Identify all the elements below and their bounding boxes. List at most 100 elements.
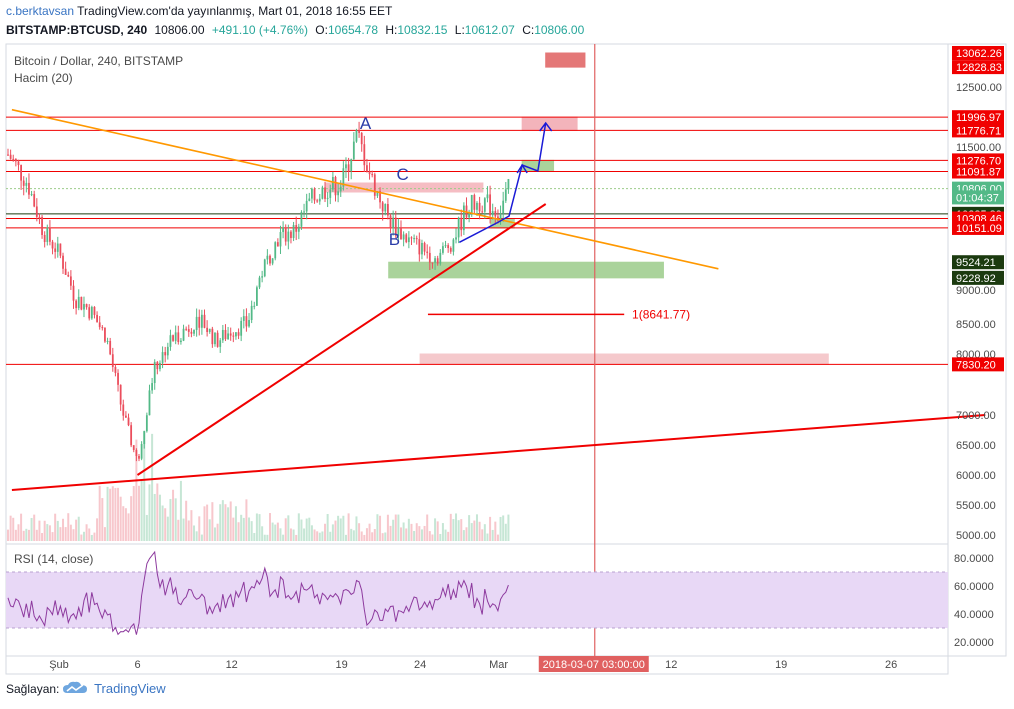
candle xyxy=(62,255,64,269)
candle xyxy=(261,276,264,278)
price-label-box xyxy=(952,357,1004,372)
price-axis[interactable] xyxy=(947,43,1007,657)
time-tick: 6 xyxy=(134,659,140,671)
candle xyxy=(387,204,389,216)
volume-bar xyxy=(352,530,355,541)
candle xyxy=(489,194,491,216)
time-axis[interactable] xyxy=(5,655,949,675)
candle xyxy=(329,189,332,198)
ohlc-line: BITSTAMP:BTCUSD, 240 10806.00 +491.10 (+… xyxy=(6,23,584,37)
cursor-date-box xyxy=(538,656,649,672)
volume-bar xyxy=(242,517,245,541)
volume-bar xyxy=(428,531,431,541)
volume-bar xyxy=(389,525,392,541)
candle xyxy=(156,361,159,370)
candle xyxy=(106,340,109,342)
candle xyxy=(313,188,316,201)
volume-bar xyxy=(114,488,117,541)
volume-bar xyxy=(213,527,216,541)
candle xyxy=(101,327,104,329)
volume-bar xyxy=(38,520,41,541)
footer-brand[interactable]: TradingView xyxy=(94,681,166,696)
volume-bar xyxy=(156,483,159,541)
volume-bar xyxy=(111,486,114,541)
candle xyxy=(14,158,17,162)
volume-bar xyxy=(426,514,429,541)
price-label-box xyxy=(952,220,1004,235)
author-link[interactable]: c.berktavsan xyxy=(6,4,75,18)
ascending-support-line xyxy=(136,203,547,476)
candle xyxy=(455,237,457,240)
candle xyxy=(263,259,266,277)
candle xyxy=(308,198,311,201)
candle xyxy=(324,187,326,199)
price-label: 13062.26 xyxy=(956,48,1002,60)
candle xyxy=(334,176,337,196)
candle xyxy=(119,384,122,405)
volume-bar xyxy=(193,525,196,541)
candle xyxy=(418,239,421,255)
last-price: 10806.00 xyxy=(154,23,205,37)
candle xyxy=(282,227,284,233)
volume-bar xyxy=(172,489,175,541)
price-label-box xyxy=(952,190,1004,205)
volume-bar xyxy=(384,532,387,541)
volume-bar xyxy=(75,519,78,541)
volume-bar xyxy=(77,516,80,541)
candle xyxy=(159,362,161,370)
candle xyxy=(185,328,188,330)
volume-bar xyxy=(431,534,434,541)
volume-bar xyxy=(334,520,337,541)
candle xyxy=(190,331,193,334)
volume-bar xyxy=(72,529,75,541)
candle xyxy=(502,200,505,214)
candle xyxy=(407,237,410,243)
candle xyxy=(470,194,473,213)
candle xyxy=(130,425,133,446)
high-value: 10832.15 xyxy=(397,23,448,37)
candle xyxy=(410,237,413,239)
candle xyxy=(117,372,119,385)
price-label: 9524.21 xyxy=(956,257,996,269)
price-label-box xyxy=(952,153,1004,168)
volume-bar xyxy=(56,520,59,541)
volume-bar xyxy=(169,498,172,541)
price-label-box xyxy=(952,46,1004,60)
volume-bar xyxy=(308,517,311,541)
volume-bar xyxy=(410,523,413,541)
candle xyxy=(232,335,235,337)
volume-bar xyxy=(48,525,51,541)
volume-bar xyxy=(263,534,266,541)
candle xyxy=(486,194,489,199)
cursor-date-label: 2018-03-07 03:00:00 xyxy=(543,659,645,671)
volume-bar xyxy=(206,504,209,541)
candle xyxy=(46,227,49,243)
volume-bar xyxy=(292,529,295,541)
published-text: TradingView.com'da yayınlanmış, Mart 01,… xyxy=(77,4,393,18)
low-value: 10612.07 xyxy=(464,23,515,37)
candle xyxy=(316,200,319,202)
price-label: 12828.83 xyxy=(956,62,1002,74)
price-pane[interactable] xyxy=(5,43,949,545)
candle xyxy=(235,332,237,337)
candle xyxy=(43,234,46,243)
time-tick: Şub xyxy=(49,659,69,671)
volume-bar xyxy=(240,514,243,541)
candle xyxy=(114,366,117,373)
candle xyxy=(303,211,305,213)
price-label: 11091.87 xyxy=(956,166,1001,178)
volume-bar xyxy=(7,529,9,541)
candle xyxy=(402,234,405,240)
volume-bar xyxy=(303,528,306,541)
volume-bar xyxy=(200,534,203,541)
volume-bar xyxy=(360,531,363,541)
volume-bar xyxy=(25,528,28,541)
candle xyxy=(279,232,282,247)
volume-bar xyxy=(329,531,332,541)
candle xyxy=(248,319,250,327)
price-tick: 5000.00 xyxy=(956,530,996,542)
volume-bar xyxy=(46,524,49,541)
candle xyxy=(250,305,253,320)
time-tick: 19 xyxy=(775,659,787,671)
